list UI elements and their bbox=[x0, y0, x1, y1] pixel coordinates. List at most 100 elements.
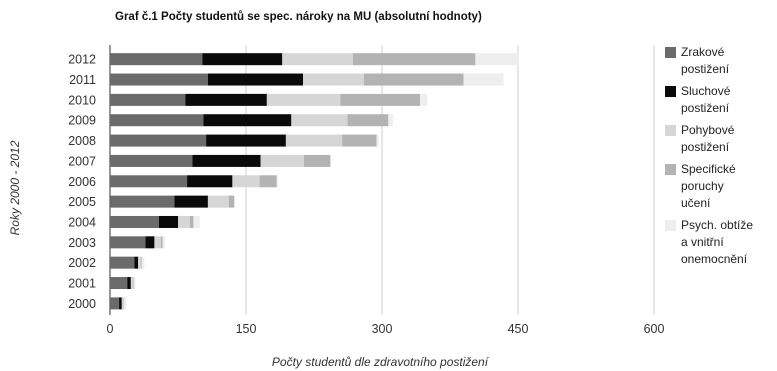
bar-2009-series-2 bbox=[291, 114, 348, 127]
bar-2001-series-4 bbox=[133, 277, 136, 290]
x-tick-label: 150 bbox=[236, 322, 257, 336]
bar-2011-series-3 bbox=[363, 73, 464, 86]
bar-2006-series-0 bbox=[110, 175, 188, 188]
bar-2005-series-4 bbox=[234, 195, 236, 208]
legend: Zrakové postižení Sluchové postižení Pohyb… bbox=[665, 44, 775, 273]
legend-swatch bbox=[665, 86, 676, 97]
y-tick-label: 2007 bbox=[68, 154, 96, 168]
y-axis-title: Roky 2000 - 2012 bbox=[8, 140, 22, 235]
x-tick-labels: 0 150 300 450 600 bbox=[107, 322, 665, 336]
legend-label: Psych. obtíže a vnitřní onemocnění bbox=[681, 218, 754, 266]
bar-2002-series-2 bbox=[138, 256, 141, 269]
bar-2001-series-3 bbox=[132, 277, 134, 290]
legend-item: Sluchové postižení bbox=[665, 83, 775, 117]
legend-swatch bbox=[665, 164, 676, 175]
bar-2002-series-1 bbox=[134, 256, 139, 269]
legend-item: Psych. obtíže a vnitřní onemocnění bbox=[665, 217, 775, 268]
bar-2012-series-4 bbox=[475, 53, 519, 66]
bar-2009-series-3 bbox=[347, 114, 389, 127]
bar-2008-series-2 bbox=[285, 134, 343, 147]
bar-2005-series-1 bbox=[174, 195, 208, 208]
bar-2007-series-0 bbox=[110, 154, 193, 167]
bar-2004-series-0 bbox=[110, 215, 159, 228]
bar-2008-series-0 bbox=[110, 134, 207, 147]
legend-item: Zrakové postižení bbox=[665, 44, 775, 78]
bar-2007-series-4 bbox=[330, 154, 332, 167]
bar-2004-series-2 bbox=[178, 215, 190, 228]
bar-2007-series-2 bbox=[260, 154, 305, 167]
bars bbox=[110, 53, 519, 310]
x-tick-label: 300 bbox=[372, 322, 393, 336]
bar-2011-series-2 bbox=[303, 73, 364, 86]
legend-label: Specifické poruchy učení bbox=[681, 162, 736, 210]
bar-2003-series-1 bbox=[145, 236, 155, 249]
bar-2008-series-1 bbox=[206, 134, 286, 147]
legend-item: Pohybové postižení bbox=[665, 122, 775, 156]
bar-2007-series-3 bbox=[304, 154, 331, 167]
bar-2003-series-4 bbox=[162, 236, 166, 249]
bar-2001-series-0 bbox=[110, 277, 128, 290]
bar-2006-series-4 bbox=[276, 175, 278, 188]
y-tick-label: 2002 bbox=[68, 256, 96, 270]
y-tick-label: 2006 bbox=[68, 175, 96, 189]
bar-2006-series-2 bbox=[232, 175, 260, 188]
bar-2005-series-3 bbox=[228, 195, 235, 208]
bar-2008-series-3 bbox=[342, 134, 377, 147]
bar-2006-series-3 bbox=[259, 175, 277, 188]
y-tick-label: 2004 bbox=[68, 215, 96, 229]
y-tick-label: 2012 bbox=[68, 53, 96, 67]
bar-2010-series-0 bbox=[110, 93, 186, 106]
legend-swatch bbox=[665, 125, 676, 136]
bar-2003-series-0 bbox=[110, 236, 146, 249]
bar-2003-series-2 bbox=[154, 236, 161, 249]
bar-2009-series-0 bbox=[110, 114, 204, 127]
bar-2010-series-4 bbox=[420, 93, 428, 106]
y-tick-label: 2001 bbox=[68, 277, 96, 291]
bar-2001-series-2 bbox=[130, 277, 133, 290]
legend-item: Specifické poruchy učení bbox=[665, 161, 775, 212]
y-tick-label: 2010 bbox=[68, 93, 96, 107]
legend-swatch bbox=[665, 220, 676, 231]
bar-2000-series-3 bbox=[122, 297, 124, 310]
legend-label: Pohybové postižení bbox=[681, 123, 735, 154]
bar-2000-series-2 bbox=[121, 297, 123, 310]
bar-2012-series-3 bbox=[352, 53, 476, 66]
y-tick-label: 2009 bbox=[68, 114, 96, 128]
bar-2000-series-4 bbox=[123, 297, 127, 310]
bar-2004-series-1 bbox=[158, 215, 178, 228]
bar-2012-series-0 bbox=[110, 53, 203, 66]
x-tick-label: 450 bbox=[508, 322, 529, 336]
y-tick-label: 2000 bbox=[68, 297, 96, 311]
bar-2003-series-3 bbox=[160, 236, 163, 249]
bar-2006-series-1 bbox=[187, 175, 233, 188]
bar-2010-series-1 bbox=[185, 93, 267, 106]
x-tick-label: 600 bbox=[644, 322, 665, 336]
legend-swatch bbox=[665, 47, 676, 58]
x-axis-title: Počty studentů dle zdravotního postižení bbox=[272, 355, 490, 369]
bar-2001-series-1 bbox=[127, 277, 131, 290]
bar-2004-series-4 bbox=[193, 215, 200, 228]
bar-2009-series-1 bbox=[203, 114, 292, 127]
chart-title: Graf č.1 Počty studentů se spec. nároky … bbox=[115, 11, 482, 23]
y-tick-labels: 2012 2011 2010 2009 2008 2007 2006 2005 2004 2003… bbox=[68, 53, 96, 311]
bar-2009-series-4 bbox=[388, 114, 393, 127]
bar-2010-series-3 bbox=[340, 93, 421, 106]
bar-2000-series-0 bbox=[110, 297, 120, 310]
y-tick-label: 2005 bbox=[68, 195, 96, 209]
bar-2011-series-1 bbox=[207, 73, 304, 86]
bar-2012-series-2 bbox=[282, 53, 353, 66]
x-tick-label: 0 bbox=[107, 322, 114, 336]
bar-2002-series-4 bbox=[141, 256, 145, 269]
bar-2002-series-0 bbox=[110, 256, 135, 269]
legend-label: Zrakové postižení bbox=[681, 45, 730, 76]
bar-2008-series-4 bbox=[376, 134, 379, 147]
legend-label: Sluchové postižení bbox=[681, 84, 731, 115]
bar-2005-series-2 bbox=[207, 195, 229, 208]
bar-2012-series-1 bbox=[202, 53, 283, 66]
bar-2005-series-0 bbox=[110, 195, 175, 208]
y-tick-label: 2011 bbox=[69, 73, 96, 87]
bar-2000-series-1 bbox=[119, 297, 122, 310]
bar-2010-series-2 bbox=[266, 93, 341, 106]
bar-2011-series-4 bbox=[463, 73, 504, 86]
